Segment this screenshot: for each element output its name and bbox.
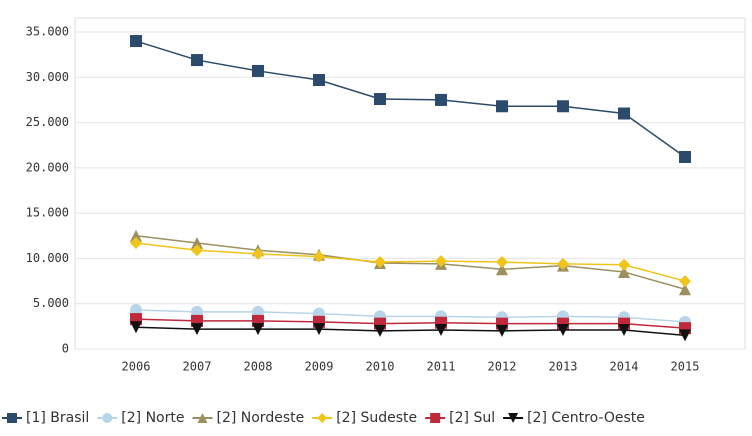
x-tick-label: 2007: [183, 360, 212, 374]
y-tick-label: 10.000: [26, 251, 69, 265]
x-tick-label: 2011: [427, 360, 456, 374]
y-tick-label: 20.000: [26, 160, 69, 174]
marker: [191, 323, 203, 336]
y-tick-label: 15.000: [26, 206, 69, 220]
marker: [130, 229, 142, 242]
marker: [374, 93, 386, 106]
marker: [508, 413, 519, 423]
legend-item: [2] Sul: [425, 410, 495, 426]
marker: [679, 275, 691, 288]
marker: [679, 150, 691, 163]
y-tick-label: 0: [62, 342, 69, 356]
marker: [618, 323, 630, 336]
marker: [496, 100, 508, 113]
y-tick-label: 35.000: [26, 25, 69, 39]
series-line: [135, 318, 686, 329]
marker: [252, 323, 264, 336]
legend-label: [2] Norte: [121, 410, 184, 426]
marker: [313, 74, 325, 87]
marker: [435, 255, 447, 268]
marker: [313, 250, 325, 263]
marker: [191, 305, 203, 318]
legend-item: [1] Brasil: [2, 410, 89, 426]
y-tick-label: 25.000: [26, 115, 69, 129]
marker: [252, 64, 264, 77]
marker: [252, 247, 264, 260]
plot-frame: [74, 17, 746, 350]
marker: [496, 263, 508, 276]
legend-label: [1] Brasil: [26, 410, 89, 426]
marker: [317, 413, 328, 423]
marker: [191, 54, 203, 67]
series-line: [135, 326, 686, 337]
marker: [7, 413, 17, 423]
marker: [102, 413, 113, 423]
x-tick-label: 2009: [305, 360, 334, 374]
x-tick-label: 2006: [122, 360, 151, 374]
marker: [496, 324, 508, 337]
marker: [191, 237, 203, 250]
marker: [618, 266, 630, 279]
legend-item: [2] Sudeste: [312, 410, 417, 426]
series-line: [135, 40, 686, 158]
x-tick-label: 2010: [366, 360, 395, 374]
x-tick-label: 2013: [549, 360, 578, 374]
series-line: [135, 242, 686, 282]
marker: [130, 304, 142, 317]
series-line: [135, 235, 686, 290]
marker: [435, 323, 447, 336]
marker: [313, 323, 325, 336]
x-tick-label: 2008: [244, 360, 273, 374]
marker: [557, 100, 569, 113]
legend-item: [2] Centro-Oeste: [503, 410, 645, 426]
marker: [557, 257, 569, 270]
legend-label: [2] Nordeste: [216, 410, 304, 426]
marker: [197, 413, 208, 423]
x-tick-label: 2014: [610, 360, 639, 374]
y-tick-label: 5.000: [33, 296, 69, 310]
marker: [130, 35, 142, 48]
marker: [679, 329, 691, 342]
marker: [435, 93, 447, 106]
marker: [618, 107, 630, 120]
x-tick-label: 2012: [488, 360, 517, 374]
marker: [374, 324, 386, 337]
legend-item: [2] Norte: [97, 410, 184, 426]
x-tick-label: 2015: [671, 360, 700, 374]
marker: [496, 256, 508, 269]
y-tick-label: 30.000: [26, 70, 69, 84]
marker: [430, 413, 441, 423]
legend-label: [2] Sul: [449, 410, 495, 426]
marker: [374, 256, 386, 269]
legend-label: [2] Sudeste: [336, 410, 417, 426]
marker: [679, 283, 691, 296]
marker: [557, 323, 569, 336]
marker: [618, 258, 630, 271]
marker: [252, 305, 264, 318]
series-line: [135, 309, 686, 323]
marker: [130, 321, 142, 334]
marker: [130, 237, 142, 250]
legend-item: [2] Nordeste: [192, 410, 304, 426]
legend-label: [2] Centro-Oeste: [527, 410, 645, 426]
marker: [191, 244, 203, 257]
